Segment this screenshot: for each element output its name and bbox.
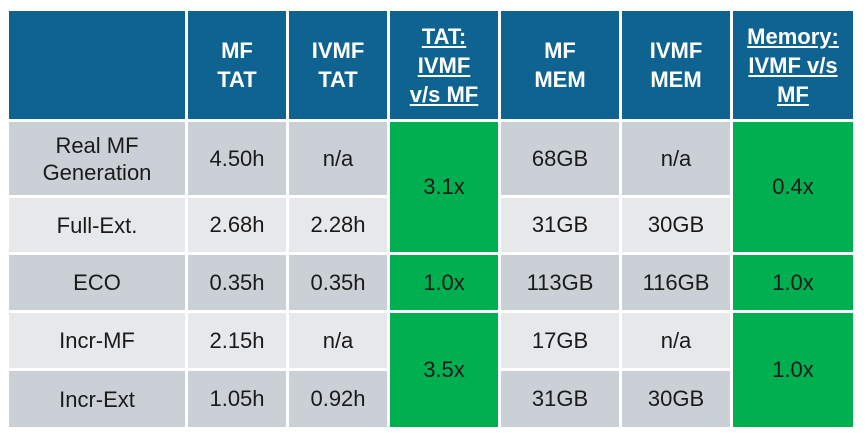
header-ivmf-tat: IVMF TAT: [289, 11, 387, 119]
ivmf-tat-cell: 0.92h: [289, 371, 387, 427]
ivmf-mem-cell: 116GB: [622, 255, 730, 310]
ivmf-tat-cell: n/a: [289, 122, 387, 195]
tat-ratio-cell: 3.1x: [390, 122, 498, 252]
ivmf-mem-cell: 30GB: [622, 198, 730, 252]
header-memory-ratio: Memory: IVMF v/s MF: [733, 11, 853, 119]
ivmf-tat-cell: n/a: [289, 313, 387, 368]
mf-tat-cell: 0.35h: [188, 255, 286, 310]
row-label: Full-Ext.: [9, 198, 185, 252]
ivmf-mem-cell: 30GB: [622, 371, 730, 427]
mf-tat-cell: 4.50h: [188, 122, 286, 195]
row-label: Incr-MF: [9, 313, 185, 368]
mf-tat-cell: 2.68h: [188, 198, 286, 252]
header-mf-tat: MF TAT: [188, 11, 286, 119]
mf-mem-cell: 31GB: [501, 371, 619, 427]
comparison-table: MF TAT IVMF TAT TAT: IVMF v/s MF MF MEM …: [6, 8, 856, 430]
table-row: Full-Ext. 2.68h 2.28h 31GB 30GB: [9, 198, 853, 252]
mf-mem-cell: 31GB: [501, 198, 619, 252]
header-row: MF TAT IVMF TAT TAT: IVMF v/s MF MF MEM …: [9, 11, 853, 119]
mem-ratio-cell: 1.0x: [733, 313, 853, 427]
ivmf-tat-cell: 2.28h: [289, 198, 387, 252]
header-corner: [9, 11, 185, 119]
table-row: Incr-Ext 1.05h 0.92h 31GB 30GB: [9, 371, 853, 427]
ivmf-mem-cell: n/a: [622, 122, 730, 195]
header-ivmf-mem: IVMF MEM: [622, 11, 730, 119]
row-label: Real MF Generation: [9, 122, 185, 195]
mf-mem-cell: 113GB: [501, 255, 619, 310]
mf-mem-cell: 68GB: [501, 122, 619, 195]
comparison-table-wrapper: MF TAT IVMF TAT TAT: IVMF v/s MF MF MEM …: [6, 8, 856, 430]
row-label: Incr-Ext: [9, 371, 185, 427]
table-row: Incr-MF 2.15h n/a 3.5x 17GB n/a 1.0x: [9, 313, 853, 427]
row-label: ECO: [9, 255, 185, 310]
mf-tat-cell: 2.15h: [188, 313, 286, 368]
tat-ratio-cell: 3.5x: [390, 313, 498, 427]
table-row: ECO 0.35h 0.35h 1.0x 113GB 116GB 1.0x: [9, 255, 853, 310]
header-tat-ratio: TAT: IVMF v/s MF: [390, 11, 498, 119]
mf-tat-cell: 1.05h: [188, 371, 286, 427]
ivmf-tat-cell: 0.35h: [289, 255, 387, 310]
tat-ratio-cell: 1.0x: [390, 255, 498, 310]
header-mf-mem: MF MEM: [501, 11, 619, 119]
table-row: Real MF Generation 4.50h n/a 3.1x 68GB n…: [9, 122, 853, 252]
mem-ratio-cell: 1.0x: [733, 255, 853, 310]
mf-mem-cell: 17GB: [501, 313, 619, 368]
mem-ratio-cell: 0.4x: [733, 122, 853, 252]
ivmf-mem-cell: n/a: [622, 313, 730, 368]
